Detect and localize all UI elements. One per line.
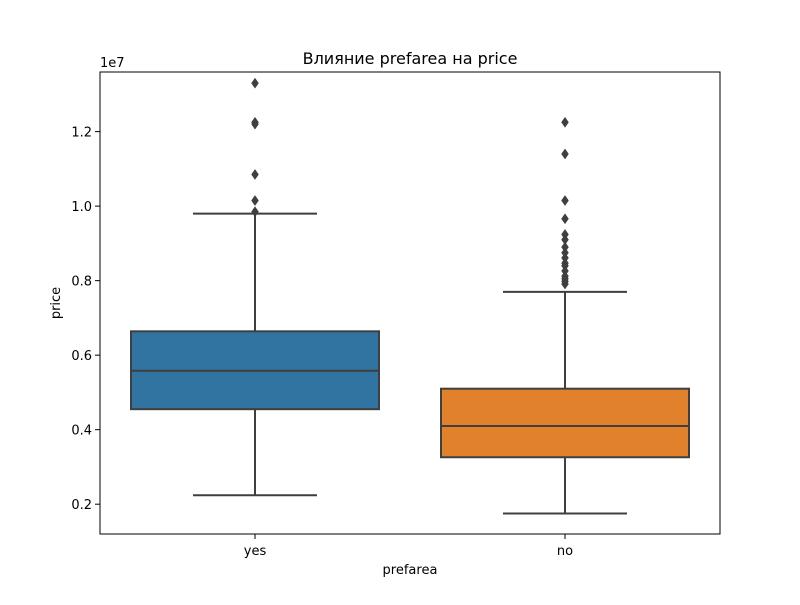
y-tick-label: 1.2 xyxy=(71,126,92,141)
axes-frame xyxy=(99,71,721,535)
y-tick-label: 0.2 xyxy=(71,498,92,513)
x-axis-label: prefarea xyxy=(383,563,438,578)
x-tick-label: yes xyxy=(244,544,267,559)
outlier-point xyxy=(561,148,569,160)
y-tick-label: 0.8 xyxy=(71,275,92,290)
iqr-box xyxy=(440,387,690,459)
box-no xyxy=(440,116,690,515)
outlier-point xyxy=(561,213,569,225)
outlier-point xyxy=(561,195,569,206)
outlier-point xyxy=(251,195,259,206)
outlier-point xyxy=(251,77,259,89)
outlier-point xyxy=(561,116,569,128)
box-yes xyxy=(130,77,380,497)
plot-area xyxy=(130,77,690,515)
outlier-point xyxy=(251,118,259,130)
outlier-point xyxy=(251,169,259,180)
x-tick-label: no xyxy=(557,544,573,559)
y-tick-label: 0.4 xyxy=(71,424,92,439)
outlier-point xyxy=(561,278,569,290)
y-tick-label: 1.0 xyxy=(71,200,92,215)
y-tick-label: 0.6 xyxy=(71,349,92,364)
y-axis-label: price xyxy=(49,287,64,319)
y-axis-ticks: 0.2 0.4 0.6 0.8 1.0 1.2 xyxy=(71,126,100,513)
chart-title: Влияние prefarea на price xyxy=(303,49,518,68)
x-axis-ticks: yes no xyxy=(244,534,573,559)
outlier-point xyxy=(251,206,259,218)
y-offset-label: 1e7 xyxy=(100,56,125,71)
